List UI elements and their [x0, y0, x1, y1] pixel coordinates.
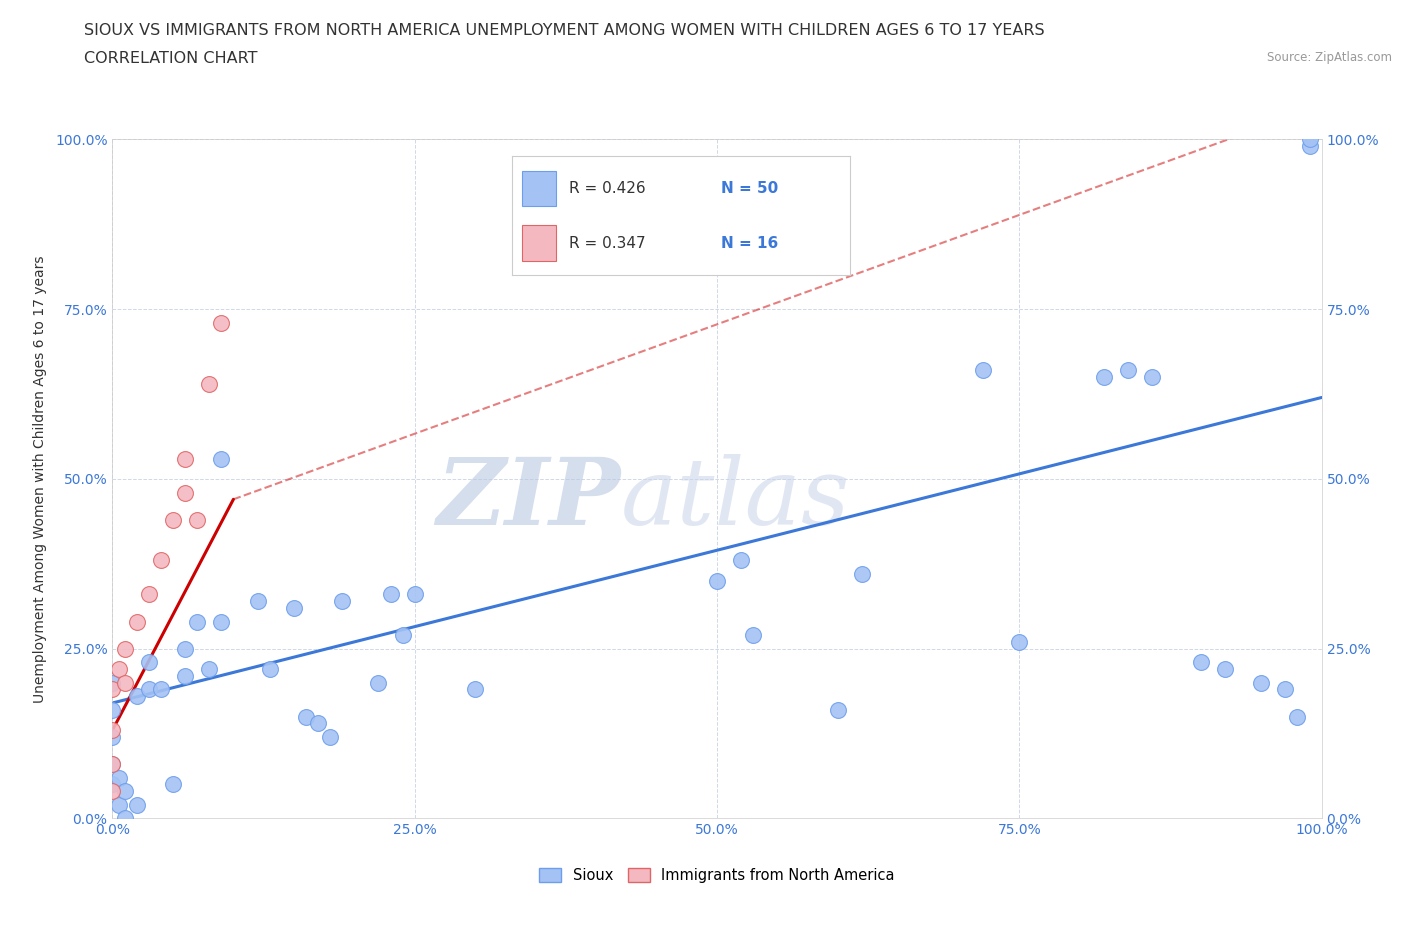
Text: ZIP: ZIP [436, 455, 620, 544]
Text: Source: ZipAtlas.com: Source: ZipAtlas.com [1267, 51, 1392, 64]
Point [1142, 369, 1164, 385]
Point [259, 661, 281, 676]
Point [174, 451, 197, 466]
Text: atlas: atlas [620, 455, 849, 544]
Point [209, 451, 232, 466]
Point [138, 682, 160, 697]
Point [464, 682, 486, 697]
Point [1298, 139, 1320, 153]
Point [114, 642, 136, 657]
Point [1274, 682, 1296, 697]
Point [107, 661, 129, 676]
Point [174, 669, 197, 684]
Point [101, 757, 124, 772]
Y-axis label: Unemployment Among Women with Children Ages 6 to 17 years: Unemployment Among Women with Children A… [32, 255, 46, 703]
Point [730, 553, 752, 568]
Point [209, 614, 232, 629]
Point [162, 512, 184, 527]
Point [149, 682, 172, 697]
Point [1008, 634, 1031, 649]
Point [138, 587, 160, 602]
Point [101, 757, 124, 772]
Point [1092, 369, 1115, 385]
Point [101, 675, 124, 690]
Point [138, 655, 160, 670]
Point [114, 675, 136, 690]
Point [1116, 363, 1139, 378]
Point [101, 729, 124, 744]
Point [186, 614, 208, 629]
Point [209, 315, 232, 330]
Point [149, 553, 172, 568]
Text: CORRELATION CHART: CORRELATION CHART [84, 51, 257, 66]
Point [1250, 675, 1272, 690]
Point [101, 682, 124, 697]
Point [330, 593, 353, 608]
Point [125, 797, 148, 812]
Point [1298, 132, 1320, 147]
Point [101, 777, 124, 792]
Point [107, 797, 129, 812]
Point [162, 777, 184, 792]
Point [246, 593, 269, 608]
Point [391, 628, 413, 643]
Point [851, 566, 873, 581]
Point [186, 512, 208, 527]
Point [295, 710, 318, 724]
Point [174, 485, 197, 500]
Point [125, 614, 148, 629]
Point [1213, 661, 1236, 676]
Point [283, 601, 305, 616]
Point [404, 587, 426, 602]
Point [367, 675, 389, 690]
Point [319, 729, 342, 744]
Point [972, 363, 994, 378]
Point [1286, 710, 1309, 724]
Legend: Sioux, Immigrants from North America: Sioux, Immigrants from North America [533, 862, 901, 889]
Point [198, 377, 221, 392]
Point [114, 784, 136, 799]
Point [101, 702, 124, 717]
Point [107, 770, 129, 785]
Point [706, 573, 728, 589]
Point [1189, 655, 1212, 670]
Point [101, 784, 124, 799]
Point [174, 642, 197, 657]
Point [742, 628, 765, 643]
Point [114, 811, 136, 826]
Point [125, 689, 148, 704]
Point [101, 723, 124, 737]
Point [198, 661, 221, 676]
Point [307, 716, 329, 731]
Point [380, 587, 402, 602]
Text: SIOUX VS IMMIGRANTS FROM NORTH AMERICA UNEMPLOYMENT AMONG WOMEN WITH CHILDREN AG: SIOUX VS IMMIGRANTS FROM NORTH AMERICA U… [84, 23, 1045, 38]
Point [827, 702, 849, 717]
